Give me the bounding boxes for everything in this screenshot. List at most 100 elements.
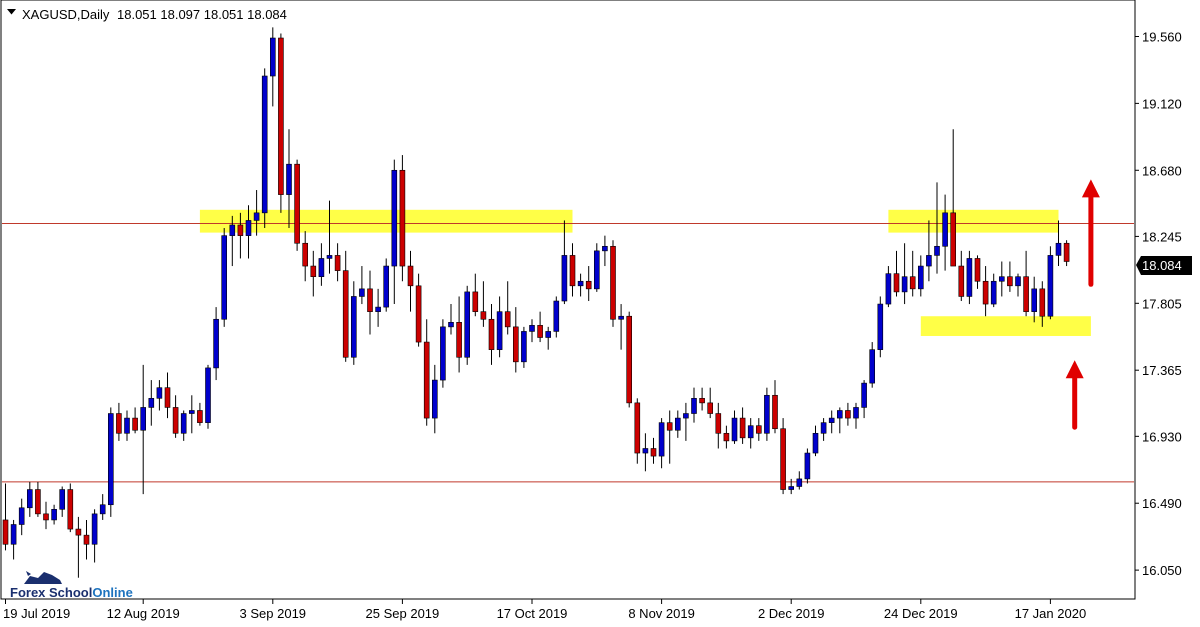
bullish-candle (828, 410, 835, 434)
bullish-candle (877, 296, 884, 358)
candle-body (164, 387, 171, 408)
candle-body (189, 410, 195, 414)
candle-body (488, 318, 495, 350)
candle-body (237, 224, 244, 236)
bearish-candle (650, 437, 657, 464)
bearish-candle (278, 33, 284, 213)
candle-body (472, 291, 479, 312)
candle-body (512, 326, 519, 363)
bullish-candle (496, 296, 503, 358)
bearish-candle (723, 425, 730, 449)
time-tick-label: 25 Sep 2019 (366, 606, 440, 621)
candle-body (294, 163, 300, 244)
candle-body (982, 280, 989, 305)
candle-body (674, 417, 681, 431)
candle-body (812, 432, 819, 454)
bullish-candle (26, 481, 33, 517)
zones-layer (199, 209, 1091, 336)
candle-body (772, 394, 778, 430)
bearish-candle (958, 250, 965, 302)
candle-body (197, 410, 203, 423)
candle-body (699, 398, 705, 404)
price-tick-label: 16.050 (1142, 563, 1182, 578)
bearish-candle (480, 281, 487, 327)
candle-body (926, 255, 932, 267)
candle-body (861, 382, 867, 408)
bearish-candle (909, 250, 916, 297)
bullish-candle (674, 410, 681, 438)
candle-body (83, 534, 90, 545)
bearish-candle (67, 483, 74, 533)
candle-body (423, 341, 430, 419)
bearish-candle (739, 407, 746, 444)
bullish-candle (464, 285, 471, 365)
candle-body (440, 326, 446, 381)
bullish-candle (966, 250, 973, 305)
candle-body (464, 291, 471, 358)
bullish-candle (788, 478, 795, 495)
bullish-candle (221, 228, 227, 327)
candle-body (326, 255, 333, 259)
candle-body (286, 163, 292, 195)
bearish-candle (2, 483, 9, 551)
bullish-candle (683, 402, 689, 441)
bullish-candle (942, 194, 948, 271)
candle-body (990, 280, 997, 305)
candle-body (278, 37, 284, 195)
candle-body (634, 402, 641, 454)
bearish-candle (456, 296, 462, 373)
bullish-candle (869, 342, 876, 388)
candle-body (942, 212, 948, 247)
time-tick-label: 2 Dec 2019 (758, 606, 825, 621)
candle-body (561, 255, 568, 302)
bearish-candle (310, 250, 317, 297)
bearish-candle (237, 212, 244, 259)
time-tick-label: 8 Nov 2019 (628, 606, 695, 621)
time-tick-label: 24 Dec 2019 (884, 606, 958, 621)
candle-body (399, 169, 406, 267)
candle-body (796, 478, 803, 487)
bull-bear-logo-icon (24, 571, 62, 584)
bearish-candle (488, 304, 495, 365)
bullish-candle (1047, 246, 1054, 320)
candle-body (221, 235, 227, 320)
bearish-candle (585, 266, 592, 302)
candle-body (715, 413, 722, 434)
candle-body (59, 489, 66, 510)
bullish-candle (205, 364, 211, 429)
symbol-menu-triangle-icon[interactable] (7, 9, 16, 15)
candle-body (99, 504, 106, 515)
candle-body (788, 486, 795, 490)
bearish-candle (610, 240, 616, 327)
bullish-candle (391, 159, 398, 305)
current-price-text: 18.084 (1142, 258, 1182, 273)
candle-body (180, 413, 187, 434)
price-tick-label: 18.680 (1142, 163, 1182, 178)
bearish-candle (75, 516, 82, 578)
candle-body (602, 245, 608, 252)
bullish-candle (1031, 276, 1037, 323)
candle-body (1039, 288, 1046, 317)
bullish-candle (99, 494, 106, 520)
candle-body (350, 296, 357, 358)
time-tick-label: 12 Aug 2019 (107, 606, 180, 621)
bearish-candle (302, 231, 309, 282)
bearish-candle (164, 372, 171, 419)
candle-body (529, 325, 535, 332)
candle-body (1015, 276, 1021, 287)
bullish-candle (440, 319, 446, 388)
candle-body (116, 413, 122, 434)
candle-body (836, 410, 843, 419)
candle-body (2, 519, 9, 545)
candle-body (213, 318, 219, 369)
candle-body (431, 379, 438, 419)
bearish-candle (35, 481, 41, 517)
bullish-candle (383, 258, 390, 312)
candle-body (593, 250, 600, 290)
bearish-candle (1063, 240, 1070, 267)
candle-body (75, 528, 82, 536)
candle-body (51, 509, 57, 521)
support-resistance-zone (888, 209, 1059, 233)
bearish-candle (715, 402, 722, 449)
